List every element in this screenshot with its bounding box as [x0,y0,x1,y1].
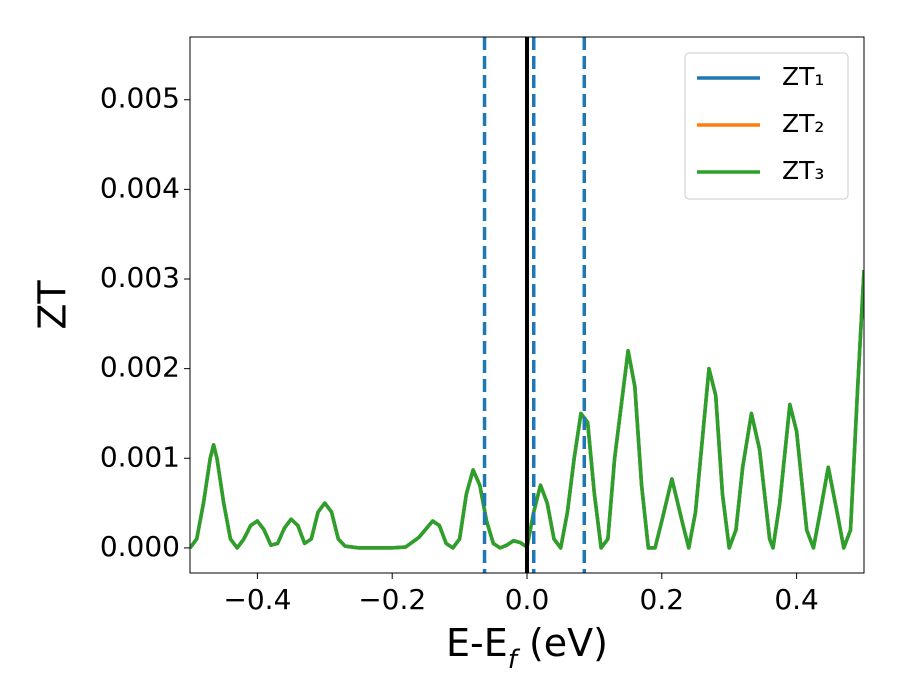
axes-frame [189,36,865,574]
x-tick-label: 0.4 [774,583,819,616]
legend-label: ZT₂ [782,109,824,138]
x-tick-label: 0.0 [505,583,550,616]
x-tick-label: −0.2 [358,583,426,616]
legend-label: ZT₃ [782,156,824,185]
plot [190,37,864,573]
y-tick-label: 0.004 [100,171,180,204]
legend-box [684,52,849,200]
legend-label: ZT₁ [782,62,824,91]
x-axis-label: E-Ef (eV) [446,621,608,675]
y-tick-label: 0.005 [100,82,180,115]
x-tick-label: 0.2 [640,583,685,616]
y-tick-label: 0.000 [100,530,180,563]
y-tick-label: 0.001 [100,440,180,473]
y-axis-label: ZT [31,280,75,330]
y-tick-label: 0.003 [100,261,180,294]
x-tick-label: −0.4 [223,583,291,616]
y-tick-label: 0.002 [100,351,180,384]
